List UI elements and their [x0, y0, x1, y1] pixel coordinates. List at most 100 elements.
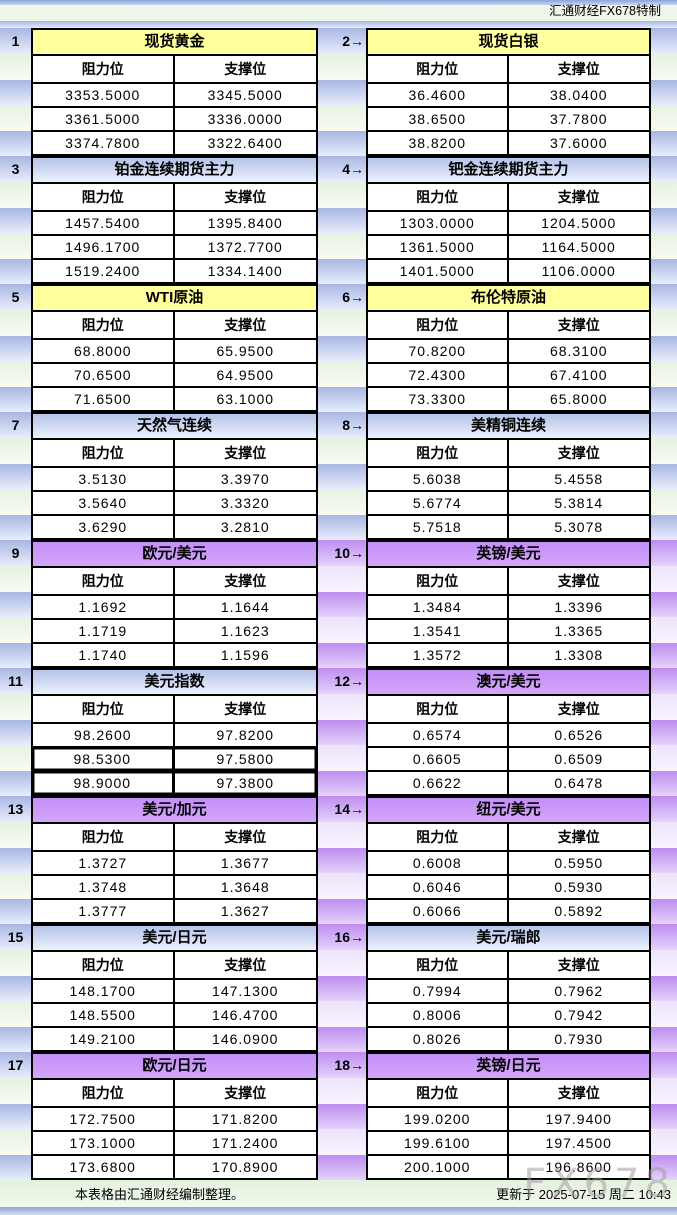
resistance-value[interactable]: 3361.5000 — [33, 108, 175, 130]
support-value[interactable]: 1.1596 — [220, 647, 270, 663]
resistance-value[interactable]: 0.6066 — [368, 900, 509, 922]
support-value[interactable]: 0.6526 — [554, 727, 604, 743]
support-value[interactable]: 68.3100 — [549, 343, 608, 359]
support-value[interactable]: 147.1300 — [212, 983, 279, 999]
support-value[interactable]: 1.3627 — [220, 903, 270, 919]
resistance-value[interactable]: 36.4600 — [368, 84, 509, 106]
support-value[interactable]: 65.8000 — [549, 391, 608, 407]
support-value[interactable]: 0.5892 — [554, 903, 604, 919]
resistance-value[interactable]: 199.6100 — [368, 1132, 509, 1154]
support-value[interactable]: 1.1644 — [220, 599, 270, 615]
support-value[interactable]: 171.2400 — [212, 1135, 279, 1151]
support-value[interactable]: 37.7800 — [549, 111, 608, 127]
resistance-value[interactable]: 200.1000 — [368, 1156, 509, 1178]
resistance-value[interactable]: 5.6038 — [368, 468, 509, 490]
resistance-value[interactable]: 3.5130 — [33, 468, 175, 490]
resistance-value[interactable]: 1.3572 — [368, 644, 509, 666]
resistance-value[interactable]: 68.8000 — [33, 340, 175, 362]
resistance-value[interactable]: 172.7500 — [33, 1108, 175, 1130]
resistance-value[interactable]: 3374.7800 — [33, 132, 175, 154]
support-value[interactable]: 170.8900 — [212, 1159, 279, 1175]
support-value[interactable]: 3.3970 — [220, 471, 270, 487]
support-value[interactable]: 0.7942 — [554, 1007, 604, 1023]
resistance-value[interactable]: 3353.5000 — [33, 84, 175, 106]
resistance-value[interactable]: 1.1740 — [33, 644, 175, 666]
resistance-value[interactable]: 1.3727 — [33, 852, 175, 874]
resistance-value[interactable]: 1.3777 — [33, 900, 175, 922]
support-value[interactable]: 0.5930 — [554, 879, 604, 895]
resistance-value[interactable]: 98.9000 — [33, 772, 175, 794]
support-value[interactable]: 0.6478 — [554, 775, 604, 791]
support-value[interactable]: 0.7930 — [554, 1031, 604, 1047]
support-value[interactable]: 5.3078 — [554, 519, 604, 535]
resistance-value[interactable]: 1361.5000 — [368, 236, 509, 258]
resistance-value[interactable]: 1.1719 — [33, 620, 175, 642]
support-value[interactable]: 37.6000 — [549, 135, 608, 151]
resistance-value[interactable]: 0.6574 — [368, 724, 509, 746]
support-value[interactable]: 171.8200 — [212, 1111, 279, 1127]
support-value[interactable]: 1.3365 — [554, 623, 604, 639]
resistance-value[interactable]: 70.8200 — [368, 340, 509, 362]
support-value[interactable]: 1.1623 — [220, 623, 270, 639]
support-value[interactable]: 1204.5000 — [541, 215, 617, 231]
support-value[interactable]: 0.6509 — [554, 751, 604, 767]
resistance-value[interactable]: 98.5300 — [33, 748, 175, 770]
support-value[interactable]: 97.8200 — [216, 727, 275, 743]
support-value[interactable]: 146.4700 — [212, 1007, 279, 1023]
resistance-value[interactable]: 38.8200 — [368, 132, 509, 154]
support-value[interactable]: 1372.7700 — [207, 239, 283, 255]
resistance-value[interactable]: 148.5500 — [33, 1004, 175, 1026]
support-value[interactable]: 0.5950 — [554, 855, 604, 871]
resistance-value[interactable]: 1519.2400 — [33, 260, 175, 282]
resistance-value[interactable]: 1496.1700 — [33, 236, 175, 258]
support-value[interactable]: 197.9400 — [545, 1111, 612, 1127]
resistance-value[interactable]: 0.6046 — [368, 876, 509, 898]
support-value[interactable]: 3345.5000 — [207, 87, 283, 103]
resistance-value[interactable]: 1.3484 — [368, 596, 509, 618]
resistance-value[interactable]: 3.5640 — [33, 492, 175, 514]
resistance-value[interactable]: 0.6008 — [368, 852, 509, 874]
support-value[interactable]: 3336.0000 — [207, 111, 283, 127]
support-value[interactable]: 38.0400 — [549, 87, 608, 103]
support-value[interactable]: 3.2810 — [220, 519, 270, 535]
resistance-value[interactable]: 71.6500 — [33, 388, 175, 410]
support-value[interactable]: 67.4100 — [549, 367, 608, 383]
support-value[interactable]: 97.5800 — [216, 751, 275, 767]
resistance-value[interactable]: 1.3748 — [33, 876, 175, 898]
resistance-value[interactable]: 70.6500 — [33, 364, 175, 386]
resistance-value[interactable]: 0.6605 — [368, 748, 509, 770]
support-value[interactable]: 1395.8400 — [207, 215, 283, 231]
support-value[interactable]: 5.4558 — [554, 471, 604, 487]
resistance-value[interactable]: 149.2100 — [33, 1028, 175, 1050]
support-value[interactable]: 3322.6400 — [207, 135, 283, 151]
support-value[interactable]: 196.8600 — [545, 1159, 612, 1175]
resistance-value[interactable]: 1.3541 — [368, 620, 509, 642]
resistance-value[interactable]: 38.6500 — [368, 108, 509, 130]
support-value[interactable]: 63.1000 — [216, 391, 275, 407]
support-value[interactable]: 97.3800 — [216, 775, 275, 791]
support-value[interactable]: 0.7962 — [554, 983, 604, 999]
resistance-value[interactable]: 0.7994 — [368, 980, 509, 1002]
support-value[interactable]: 146.0900 — [212, 1031, 279, 1047]
resistance-value[interactable]: 173.6800 — [33, 1156, 175, 1178]
support-value[interactable]: 1164.5000 — [541, 239, 616, 255]
support-value[interactable]: 1106.0000 — [541, 263, 616, 279]
resistance-value[interactable]: 0.6622 — [368, 772, 509, 794]
resistance-value[interactable]: 1401.5000 — [368, 260, 509, 282]
resistance-value[interactable]: 1303.0000 — [368, 212, 509, 234]
support-value[interactable]: 1.3308 — [554, 647, 604, 663]
resistance-value[interactable]: 1457.5400 — [33, 212, 175, 234]
resistance-value[interactable]: 5.6774 — [368, 492, 509, 514]
support-value[interactable]: 64.9500 — [216, 367, 275, 383]
support-value[interactable]: 5.3814 — [554, 495, 604, 511]
resistance-value[interactable]: 98.2600 — [33, 724, 175, 746]
support-value[interactable]: 65.9500 — [216, 343, 275, 359]
support-value[interactable]: 1.3677 — [220, 855, 270, 871]
support-value[interactable]: 1.3648 — [220, 879, 270, 895]
resistance-value[interactable]: 3.6290 — [33, 516, 175, 538]
resistance-value[interactable]: 173.1000 — [33, 1132, 175, 1154]
resistance-value[interactable]: 72.4300 — [368, 364, 509, 386]
resistance-value[interactable]: 199.0200 — [368, 1108, 509, 1130]
support-value[interactable]: 3.3320 — [220, 495, 270, 511]
resistance-value[interactable]: 0.8026 — [368, 1028, 509, 1050]
